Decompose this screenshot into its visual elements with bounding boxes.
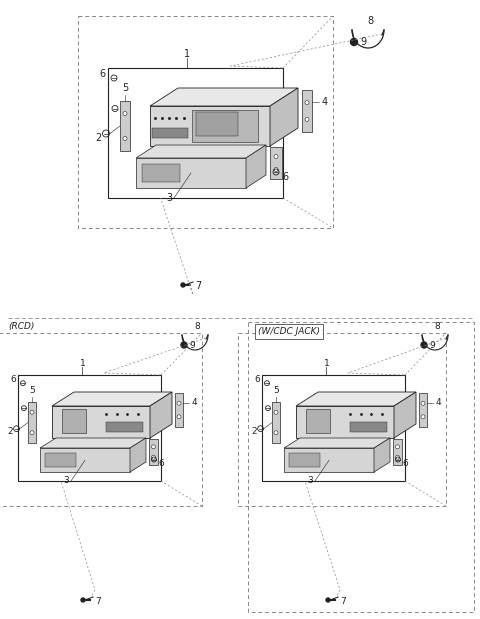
Circle shape (123, 137, 127, 141)
Polygon shape (393, 439, 402, 465)
Polygon shape (246, 145, 266, 188)
Bar (62, 409, 86, 433)
Text: 6: 6 (11, 375, 16, 384)
Text: 2: 2 (8, 428, 13, 436)
Text: 1: 1 (184, 49, 190, 59)
Circle shape (181, 283, 185, 287)
Text: 1: 1 (80, 359, 85, 368)
Circle shape (305, 118, 309, 121)
Bar (136, 158, 246, 188)
Text: (W/CDC JACK): (W/CDC JACK) (258, 327, 320, 336)
Circle shape (152, 455, 156, 459)
Circle shape (81, 598, 85, 602)
Text: 8: 8 (434, 322, 440, 331)
Text: 6: 6 (159, 459, 165, 468)
Bar (108, 68, 283, 198)
Polygon shape (120, 101, 130, 151)
Polygon shape (296, 392, 416, 406)
Text: 9: 9 (429, 340, 435, 350)
Text: (RCD): (RCD) (8, 322, 35, 331)
Bar (262, 375, 405, 481)
Polygon shape (130, 438, 146, 472)
Circle shape (421, 342, 427, 348)
Circle shape (350, 38, 358, 46)
Polygon shape (419, 393, 427, 427)
Circle shape (30, 410, 34, 414)
Circle shape (396, 445, 399, 449)
Circle shape (30, 431, 34, 435)
Polygon shape (394, 392, 416, 438)
Text: 3: 3 (64, 476, 70, 485)
Text: 8: 8 (367, 16, 373, 26)
Text: 8: 8 (194, 322, 200, 331)
Circle shape (177, 415, 181, 419)
Circle shape (274, 155, 278, 158)
Polygon shape (270, 88, 298, 146)
Bar (40, 448, 130, 472)
Text: 6: 6 (100, 69, 106, 79)
Text: 2: 2 (252, 428, 257, 436)
Bar (45, 453, 76, 467)
Circle shape (177, 401, 181, 405)
Circle shape (326, 598, 330, 602)
Text: 7: 7 (95, 597, 101, 605)
Polygon shape (149, 439, 158, 465)
Text: 1: 1 (324, 359, 329, 368)
Text: 4: 4 (192, 399, 197, 407)
Polygon shape (272, 402, 280, 443)
Bar (153, 128, 188, 138)
Bar (284, 448, 374, 472)
Circle shape (305, 101, 309, 105)
Circle shape (396, 455, 399, 459)
Text: 5: 5 (29, 386, 35, 396)
Bar (296, 406, 394, 438)
Text: 6: 6 (282, 172, 288, 182)
Polygon shape (302, 90, 312, 132)
Bar (350, 422, 387, 431)
Circle shape (181, 342, 187, 348)
Text: 9: 9 (189, 340, 195, 350)
Circle shape (152, 445, 156, 449)
Text: 4: 4 (322, 97, 328, 107)
Text: 3: 3 (308, 476, 313, 485)
Bar (106, 422, 143, 431)
Bar (196, 112, 238, 136)
Text: 2: 2 (96, 132, 102, 142)
Circle shape (421, 415, 425, 419)
Circle shape (274, 431, 278, 435)
Polygon shape (175, 393, 183, 427)
Polygon shape (374, 438, 390, 472)
Text: 6: 6 (254, 375, 260, 384)
Polygon shape (270, 147, 282, 179)
Circle shape (274, 410, 278, 414)
Bar (18, 375, 161, 481)
Polygon shape (52, 392, 172, 406)
Bar (192, 110, 258, 142)
Bar (306, 409, 330, 433)
Polygon shape (136, 145, 266, 158)
Circle shape (421, 401, 425, 405)
Polygon shape (150, 88, 298, 106)
Text: 7: 7 (195, 281, 201, 291)
Circle shape (123, 111, 127, 116)
Bar (52, 406, 150, 438)
Bar (150, 106, 270, 146)
Bar (142, 164, 180, 182)
Text: 3: 3 (166, 193, 172, 203)
Polygon shape (40, 438, 146, 448)
Polygon shape (28, 402, 36, 443)
Polygon shape (284, 438, 390, 448)
Text: 4: 4 (435, 399, 441, 407)
Text: 5: 5 (122, 83, 128, 93)
Polygon shape (150, 392, 172, 438)
Text: 9: 9 (360, 37, 366, 47)
Text: 5: 5 (273, 386, 279, 396)
Bar (288, 453, 320, 467)
Text: 7: 7 (340, 597, 346, 605)
Circle shape (274, 167, 278, 171)
Text: 6: 6 (403, 459, 408, 468)
